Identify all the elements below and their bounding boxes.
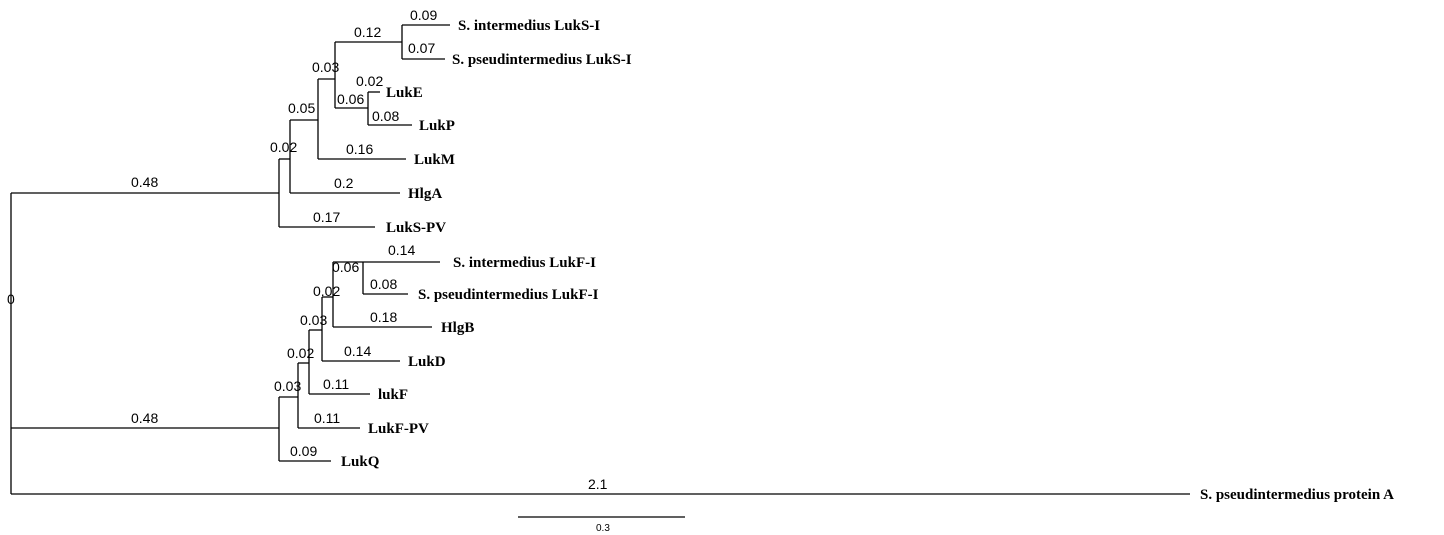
taxon-label: LukS-PV <box>386 220 446 236</box>
taxon-label: HlgA <box>408 186 442 202</box>
branch-length-label: 0.48 <box>131 174 158 190</box>
taxon-label: S. pseudintermedius LukS-I <box>452 52 632 68</box>
taxon-label: HlgB <box>441 320 474 336</box>
branch-length-label: 0.07 <box>408 40 435 56</box>
branch-length-label: 0.08 <box>372 108 399 124</box>
branch-length-label: 0.06 <box>337 91 364 107</box>
branch-length-label: 0.03 <box>312 59 339 75</box>
branch-length-label: 0.02 <box>287 345 314 361</box>
branch-length-label: 0.08 <box>370 276 397 292</box>
branch-length-label: 0.48 <box>131 410 158 426</box>
branch-length-label: 0.11 <box>314 410 340 426</box>
branch-length-label: 0.17 <box>313 209 340 225</box>
branch-length-label: 0.14 <box>344 343 371 359</box>
taxon-label: lukF <box>378 387 408 403</box>
branch-length-label: 0.06 <box>332 259 359 275</box>
branch-length-label: 0.03 <box>300 312 327 328</box>
taxon-label: LukP <box>419 118 455 134</box>
terminal-branch-lengths: 0.09 0.07 0.02 0.08 0.16 0.2 0.17 0.14 0… <box>290 7 608 492</box>
branch-length-label: 0.2 <box>334 175 354 191</box>
taxon-label: LukM <box>414 152 455 168</box>
branch-length-label: 2.1 <box>588 476 608 492</box>
taxon-label: S. intermedius LukF-I <box>453 255 596 271</box>
taxon-label: S. intermedius LukS-I <box>458 18 600 34</box>
branch-length-label: 0.09 <box>410 7 437 23</box>
tree-branches <box>10 24 1190 518</box>
taxon-labels: S. intermedius LukS-I S. pseudintermediu… <box>341 18 1394 503</box>
taxon-label: LukE <box>386 85 423 101</box>
branch-length-label: 0.03 <box>274 378 301 394</box>
branch-length-label: 0.14 <box>388 242 415 258</box>
branch-length-label: 0.18 <box>370 309 397 325</box>
branch-length-label: 0.02 <box>356 73 383 89</box>
branch-length-label: 0.16 <box>346 141 373 157</box>
internal-branch-lengths: 0 0.48 0.02 0.05 0.03 0.12 0.06 0.48 0.0… <box>7 24 381 426</box>
taxon-label: S. pseudintermedius protein A <box>1200 487 1394 503</box>
branch-length-label: 0 <box>7 291 15 307</box>
branch-length-label: 0.11 <box>323 376 349 392</box>
branch-length-label: 0.12 <box>354 24 381 40</box>
scale-bar-label: 0.3 <box>596 523 610 534</box>
branch-length-label: 0.02 <box>270 139 297 155</box>
branch-length-label: 0.09 <box>290 443 317 459</box>
taxon-label: LukD <box>408 354 446 370</box>
taxon-label: LukF-PV <box>368 421 429 437</box>
taxon-label: S. pseudintermedius LukF-I <box>418 287 599 303</box>
taxon-label: LukQ <box>341 454 380 470</box>
branch-length-label: 0.05 <box>288 100 315 116</box>
branch-length-label: 0.02 <box>313 283 340 299</box>
